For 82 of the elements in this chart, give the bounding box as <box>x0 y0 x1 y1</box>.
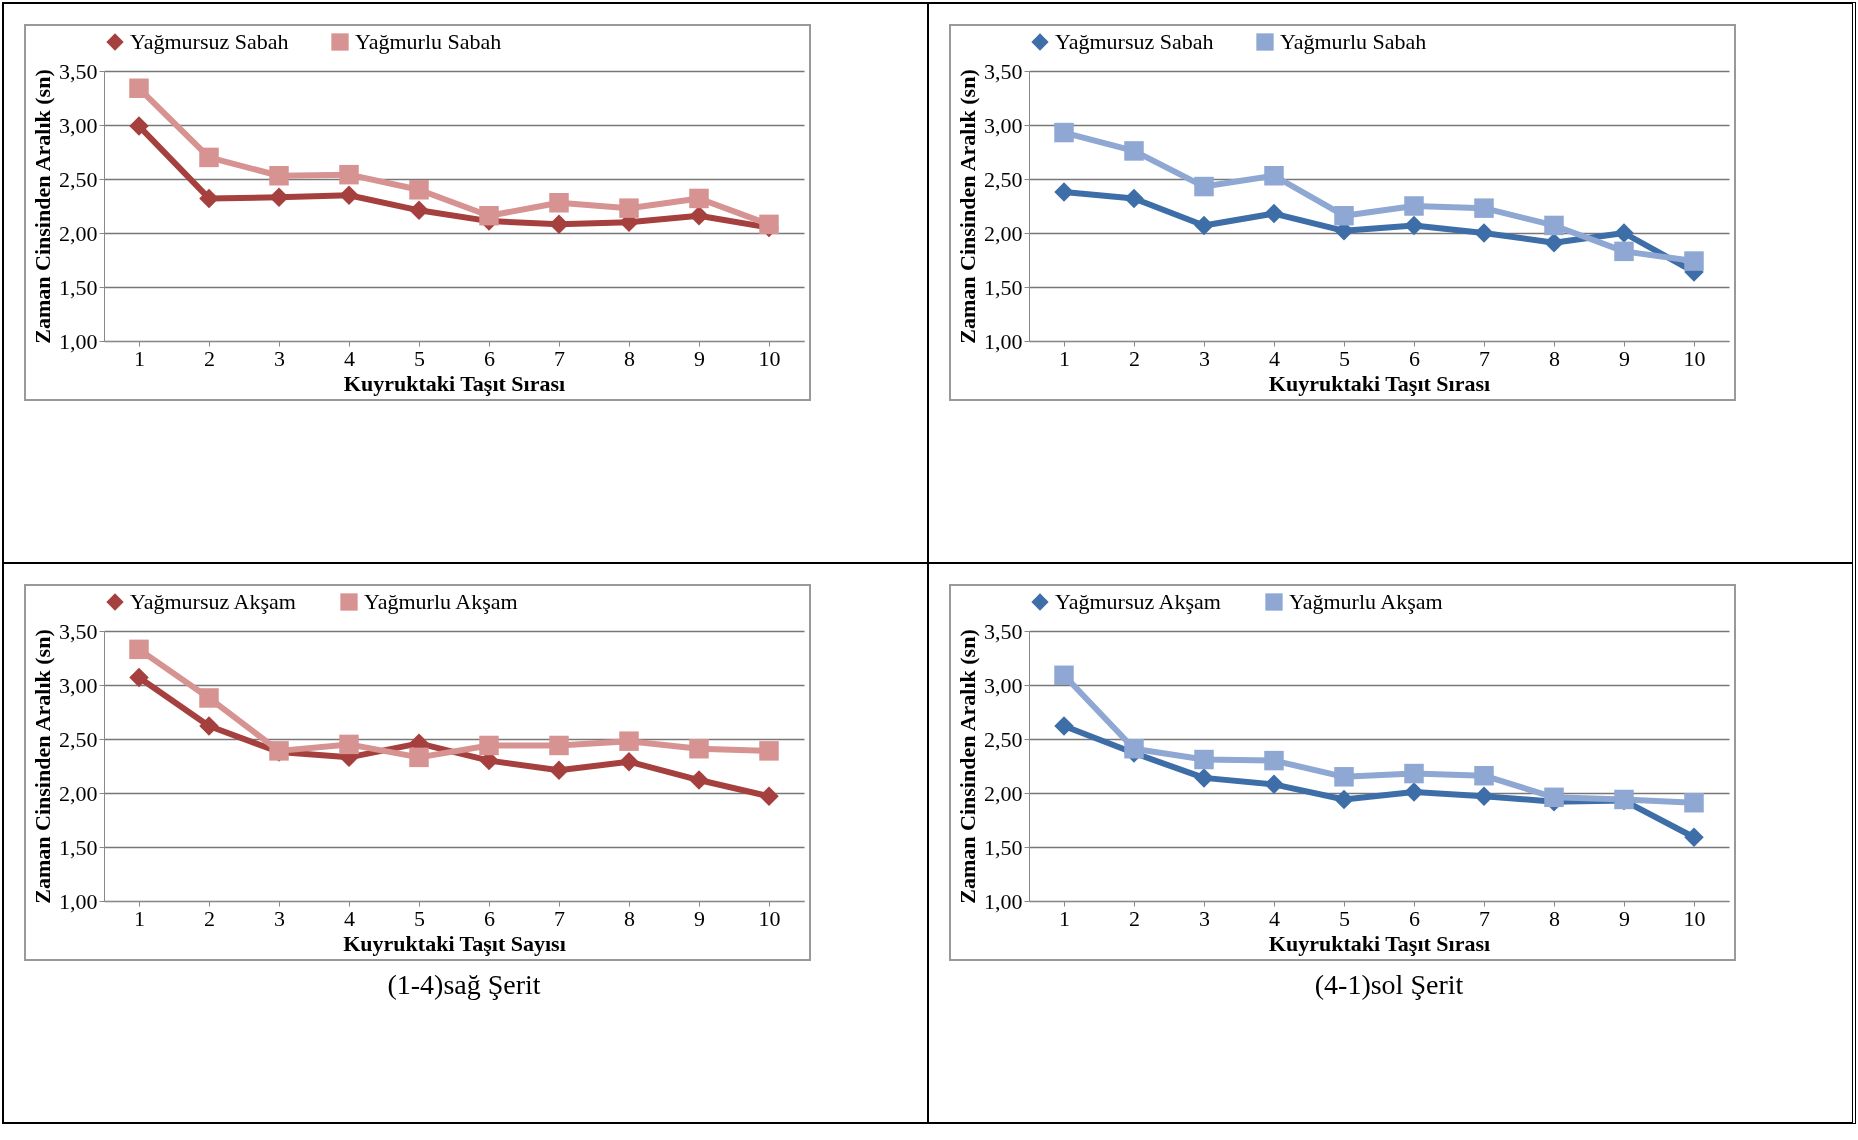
x-tick-label: 9 <box>694 905 705 931</box>
x-tick-label: 6 <box>1409 905 1420 931</box>
x-tick-label: 5 <box>414 905 425 931</box>
text: (1-4)sağ Şerit <box>386 969 542 1001</box>
legend-label: Yağmursuz Sabah <box>130 29 289 54</box>
y-tick-label: 3,00 <box>984 112 1023 138</box>
y-tick-label: 1,50 <box>984 834 1023 860</box>
x-tick-label: 8 <box>624 905 635 931</box>
y-tick-label: 1,50 <box>984 274 1023 300</box>
x-tick-label: 9 <box>1619 905 1630 931</box>
x-axis-title: Kuyruktaki Taşıt Sırası <box>1268 370 1491 396</box>
x-tick-label: 2 <box>1129 345 1140 371</box>
y-tick-label: 1,00 <box>984 328 1023 354</box>
x-tick-label: 5 <box>1339 345 1350 371</box>
x-tick-label: 1 <box>1059 345 1070 371</box>
y-axis-title: Zaman Cinsinden Aralık (sn) <box>955 69 980 344</box>
x-tick-label: 4 <box>1269 345 1280 371</box>
y-tick-label: 3,50 <box>984 618 1023 644</box>
y-tick-label: 2,50 <box>984 726 1023 752</box>
x-tick-label: 10 <box>1683 345 1706 371</box>
y-tick-label: 1,00 <box>984 888 1023 914</box>
x-axis-title: Kuyruktaki Taşıt Sırası <box>1268 930 1491 956</box>
x-axis-title: Kuyruktaki Taşıt Sayısı <box>343 930 566 956</box>
x-tick-label: 9 <box>1619 345 1630 371</box>
x-tick-label: 9 <box>694 345 705 371</box>
x-tick-label: 10 <box>758 345 781 371</box>
x-tick-label: 4 <box>344 345 355 371</box>
legend-label: Yağmurlu Akşam <box>364 589 518 614</box>
x-tick-label: 3 <box>274 345 285 371</box>
x-tick-label: 6 <box>1409 345 1420 371</box>
y-tick-label: 2,50 <box>59 726 98 752</box>
y-tick-label: 3,00 <box>59 672 98 698</box>
x-tick-label: 1 <box>134 345 145 371</box>
y-tick-label: 2,00 <box>59 780 98 806</box>
y-tick-label: 2,00 <box>984 220 1023 246</box>
x-tick-label: 10 <box>1683 905 1706 931</box>
y-tick-label: 2,00 <box>59 220 98 246</box>
x-tick-label: 5 <box>414 345 425 371</box>
x-tick-label: 2 <box>204 345 215 371</box>
y-tick-label: 1,50 <box>59 834 98 860</box>
y-tick-label: 1,00 <box>59 888 98 914</box>
legend-label: Yağmursuz Sabah <box>1055 29 1214 54</box>
y-axis-title: Zaman Cinsinden Aralık (sn) <box>30 69 55 344</box>
x-tick-label: 3 <box>1199 345 1210 371</box>
y-tick-label: 3,50 <box>59 58 98 84</box>
x-tick-label: 7 <box>1479 905 1490 931</box>
x-tick-label: 4 <box>344 905 355 931</box>
y-tick-label: 1,50 <box>59 274 98 300</box>
x-tick-label: 1 <box>134 905 145 931</box>
legend-label: Yağmursuz Akşam <box>1055 589 1221 614</box>
x-tick-label: 8 <box>1549 905 1560 931</box>
y-tick-label: 3,50 <box>984 58 1023 84</box>
x-tick-label: 10 <box>758 905 781 931</box>
legend-label: Yağmurlu Sabah <box>1280 29 1427 54</box>
y-tick-label: 3,00 <box>984 672 1023 698</box>
x-tick-label: 4 <box>1269 905 1280 931</box>
x-tick-label: 2 <box>204 905 215 931</box>
x-tick-label: 5 <box>1339 905 1350 931</box>
legend-label: Yağmurlu Akşam <box>1289 589 1443 614</box>
x-tick-label: 8 <box>1549 345 1560 371</box>
x-tick-label: 7 <box>1479 345 1490 371</box>
x-tick-label: 8 <box>624 345 635 371</box>
x-tick-label: 6 <box>484 905 495 931</box>
x-tick-label: 7 <box>554 345 565 371</box>
x-tick-label: 2 <box>1129 905 1140 931</box>
y-tick-label: 2,50 <box>984 166 1023 192</box>
y-tick-label: 2,00 <box>984 780 1023 806</box>
y-tick-label: 3,00 <box>59 112 98 138</box>
x-axis-title: Kuyruktaki Taşıt Sırası <box>343 370 566 396</box>
x-tick-label: 1 <box>1059 905 1070 931</box>
y-tick-label: 1,00 <box>59 328 98 354</box>
legend-label: Yağmursuz Akşam <box>130 589 296 614</box>
y-axis-title: Zaman Cinsinden Aralık (sn) <box>30 629 55 904</box>
x-tick-label: 7 <box>554 905 565 931</box>
y-tick-label: 2,50 <box>59 166 98 192</box>
y-tick-label: 3,50 <box>59 618 98 644</box>
text: (4-1)sol Şerit <box>1313 969 1465 1001</box>
x-tick-label: 6 <box>484 345 495 371</box>
legend-label: Yağmurlu Sabah <box>355 29 502 54</box>
y-axis-title: Zaman Cinsinden Aralık (sn) <box>955 629 980 904</box>
x-tick-label: 3 <box>1199 905 1210 931</box>
x-tick-label: 3 <box>274 905 285 931</box>
